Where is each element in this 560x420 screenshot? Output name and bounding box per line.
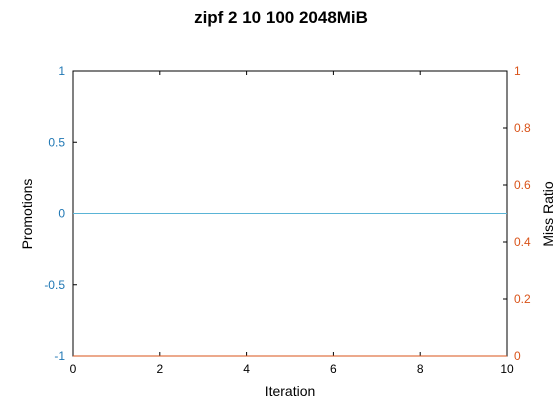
chart-title: zipf 2 10 100 2048MiB	[194, 8, 368, 27]
y-left-tick-label: 1	[58, 64, 65, 78]
y-left-tick-label: -0.5	[44, 278, 65, 292]
y-right-tick-label: 0.8	[514, 121, 531, 135]
x-tick-label: 8	[417, 362, 424, 376]
x-tick-label: 0	[70, 362, 77, 376]
y-right-tick-label: 0	[514, 349, 521, 363]
y-left-tick-label: -1	[54, 349, 65, 363]
y-right-tick-label: 1	[514, 64, 521, 78]
y-axis-label-left: Promotions	[19, 179, 35, 250]
x-tick-label: 2	[156, 362, 163, 376]
y-right-tick-label: 0.6	[514, 178, 531, 192]
y-axis-label-right: Miss Ratio	[540, 181, 556, 247]
x-tick-label: 6	[330, 362, 337, 376]
y-left-tick-label: 0.5	[48, 135, 65, 149]
y-left-tick-label: 0	[58, 207, 65, 221]
x-tick-label: 4	[243, 362, 250, 376]
x-axis-label: Iteration	[265, 383, 316, 399]
y-right-tick-label: 0.2	[514, 292, 531, 306]
y-right-tick-label: 0.4	[514, 235, 531, 249]
x-tick-label: 10	[500, 362, 514, 376]
